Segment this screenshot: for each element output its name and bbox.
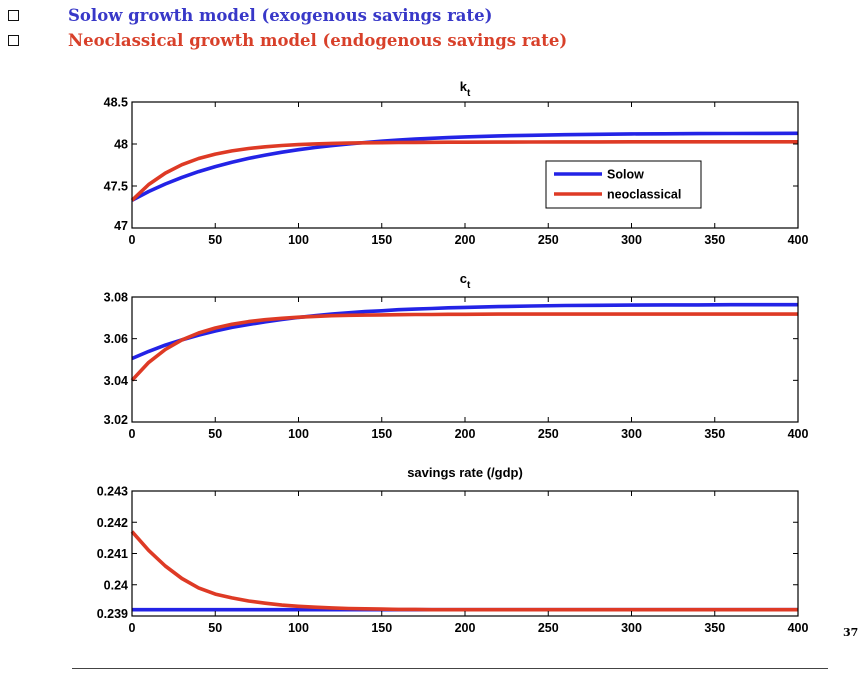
y-tick-label: 48.5	[104, 96, 128, 110]
x-tick-label: 200	[455, 233, 476, 247]
x-tick-label: 50	[208, 621, 222, 635]
y-tick-label: 0.239	[97, 607, 128, 621]
bullet-text-solow: Solow growth model (exogenous savings ra…	[68, 5, 493, 25]
series-line-solow	[131, 302, 798, 361]
y-tick-label: 0.242	[97, 516, 128, 530]
legend-box	[545, 160, 702, 209]
x-tick-label: 300	[621, 233, 642, 247]
chart-panel-3: 0 50 100 150 200 250 300 350 400 0.239 0.24 0.241 0.…	[97, 465, 809, 635]
y-tick-label: 0.241	[97, 547, 128, 561]
bullet-text-neoclassical: Neoclassical growth model (endogenous sa…	[68, 30, 568, 50]
x-tick-label: 0	[129, 233, 136, 247]
x-tick-label: 400	[788, 233, 809, 247]
series-line-neoclassical	[130, 530, 798, 612]
x-tick-label: 400	[788, 427, 809, 441]
chart-title: savings rate (/gdp)	[407, 465, 523, 480]
y-tick-label: 0.243	[97, 485, 128, 499]
y-tick-label: 3.06	[104, 332, 128, 346]
x-tick-label: 0	[129, 427, 136, 441]
x-tick-label: 100	[288, 621, 309, 635]
chart-panel-2: 0 50 100 150 200 250 300 350 400 3.02 3.04 3.06 3.08…	[104, 271, 809, 441]
x-tick-label: 50	[208, 427, 222, 441]
x-tick-label: 200	[455, 427, 476, 441]
y-tick-label: 3.04	[104, 374, 128, 388]
legend-label-neoclassical: neoclassical	[607, 188, 681, 202]
page-number: 37	[843, 626, 859, 639]
y-tick-label: 3.08	[104, 291, 128, 305]
x-tick-label: 250	[538, 427, 559, 441]
x-tick-label: 300	[621, 621, 642, 635]
chart-title-subscript: t	[467, 88, 471, 99]
y-tick-label: 0.24	[104, 578, 128, 592]
series-line-neoclassical	[130, 312, 798, 382]
checkbox-bullet-icon	[8, 9, 19, 21]
x-tick-label: 50	[208, 233, 222, 247]
x-tick-label: 100	[288, 427, 309, 441]
x-tick-label: 200	[455, 621, 476, 635]
x-tick-label: 0	[129, 621, 136, 635]
x-tick-label: 250	[538, 233, 559, 247]
footer-divider	[72, 668, 828, 669]
x-tick-label: 150	[371, 427, 392, 441]
y-tick-label: 47	[114, 219, 128, 233]
chart-panel-1: 0 50 100 150 200 250 300 350 400 47 47.5 48 48.5 kt So…	[104, 79, 809, 247]
chart-title: ct	[460, 271, 471, 291]
x-tick-label: 250	[538, 621, 559, 635]
x-tick-label: 150	[371, 621, 392, 635]
x-tick-label: 150	[371, 233, 392, 247]
x-tick-label: 400	[788, 621, 809, 635]
x-tick-label: 350	[704, 233, 725, 247]
series-line-neoclassical	[130, 140, 798, 202]
checkbox-bullet-icon	[8, 34, 19, 46]
legend-label-solow: Solow	[607, 168, 644, 182]
chart-title: kt	[460, 79, 471, 99]
x-tick-label: 100	[288, 233, 309, 247]
x-tick-label: 350	[704, 621, 725, 635]
legend: Solow neoclassical	[545, 160, 702, 209]
x-tick-label: 300	[621, 427, 642, 441]
y-tick-label: 48	[114, 138, 128, 152]
y-tick-label: 47.5	[104, 180, 128, 194]
x-tick-label: 350	[704, 427, 725, 441]
chart-title-subscript: t	[467, 280, 471, 291]
y-tick-label: 3.02	[104, 413, 128, 427]
